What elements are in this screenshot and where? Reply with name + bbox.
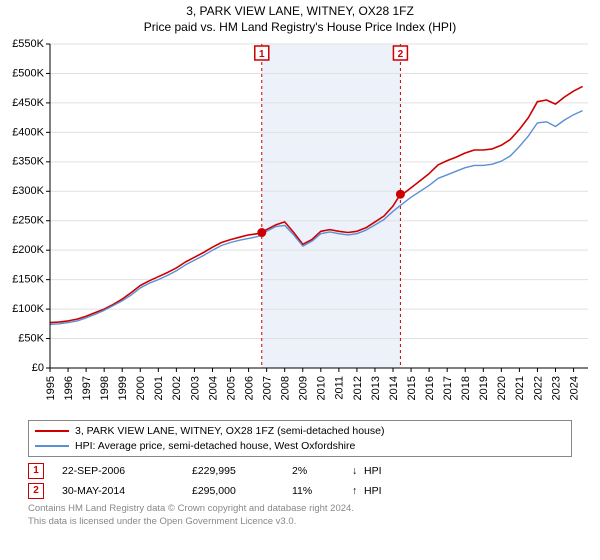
- svg-text:£0: £0: [32, 362, 44, 374]
- svg-text:1995: 1995: [45, 376, 57, 400]
- svg-text:2023: 2023: [550, 376, 562, 400]
- svg-text:2024: 2024: [568, 376, 580, 400]
- svg-text:£450K: £450K: [12, 97, 44, 109]
- legend-label: HPI: Average price, semi-detached house,…: [75, 439, 355, 454]
- legend-swatch: [35, 430, 69, 432]
- svg-text:2014: 2014: [388, 376, 400, 400]
- svg-text:2008: 2008: [280, 376, 292, 400]
- svg-text:£250K: £250K: [12, 215, 44, 227]
- svg-text:£100K: £100K: [12, 303, 44, 315]
- marker-badge: 2: [28, 483, 44, 499]
- svg-text:£550K: £550K: [12, 38, 44, 50]
- legend-swatch: [35, 445, 69, 447]
- svg-text:1999: 1999: [117, 376, 129, 400]
- svg-text:2019: 2019: [478, 376, 490, 400]
- svg-text:2021: 2021: [514, 376, 526, 400]
- chart: £0 £50K £100K £150K £200K £250K £300K £350K £400…: [0, 36, 600, 416]
- legend-item: HPI: Average price, semi-detached house,…: [35, 439, 565, 454]
- page-subtitle: Price paid vs. HM Land Registry's House …: [0, 18, 600, 36]
- legend-label: 3, PARK VIEW LANE, WITNEY, OX28 1FZ (sem…: [75, 424, 384, 439]
- marker-price: £295,000: [192, 485, 292, 497]
- svg-text:2011: 2011: [334, 376, 346, 400]
- marker-row: 2 30-MAY-2014 £295,000 11% ↑ HPI: [28, 483, 572, 499]
- svg-text:2020: 2020: [496, 376, 508, 400]
- svg-text:2004: 2004: [207, 376, 219, 400]
- svg-text:2010: 2010: [316, 376, 328, 400]
- legend: 3, PARK VIEW LANE, WITNEY, OX28 1FZ (sem…: [28, 420, 572, 457]
- footer-line: Contains HM Land Registry data © Crown c…: [28, 503, 572, 515]
- svg-text:1997: 1997: [81, 376, 93, 400]
- svg-text:£50K: £50K: [18, 332, 44, 344]
- svg-text:2009: 2009: [298, 376, 310, 400]
- marker-text: HPI: [364, 465, 382, 477]
- svg-text:1998: 1998: [99, 376, 111, 400]
- svg-text:2006: 2006: [243, 376, 255, 400]
- up-arrow-icon: ↑: [352, 485, 364, 497]
- svg-text:£500K: £500K: [12, 67, 44, 79]
- down-arrow-icon: ↓: [352, 465, 364, 477]
- svg-text:2015: 2015: [406, 376, 418, 400]
- svg-text:£300K: £300K: [12, 185, 44, 197]
- svg-text:2007: 2007: [261, 376, 273, 400]
- svg-text:2022: 2022: [532, 376, 544, 400]
- sale-markers: 1 22-SEP-2006 £229,995 2% ↓ HPI 2 30-MAY…: [28, 463, 572, 499]
- marker-pct: 11%: [292, 485, 352, 497]
- svg-text:2018: 2018: [460, 376, 472, 400]
- svg-text:2012: 2012: [352, 376, 364, 400]
- svg-text:2016: 2016: [424, 376, 436, 400]
- svg-text:1: 1: [259, 49, 265, 60]
- footer: Contains HM Land Registry data © Crown c…: [28, 503, 572, 528]
- page-title: 3, PARK VIEW LANE, WITNEY, OX28 1FZ: [0, 0, 600, 18]
- marker-text: HPI: [364, 485, 382, 497]
- svg-text:2002: 2002: [171, 376, 183, 400]
- legend-item: 3, PARK VIEW LANE, WITNEY, OX28 1FZ (sem…: [35, 424, 565, 439]
- marker-price: £229,995: [192, 465, 292, 477]
- svg-text:£350K: £350K: [12, 156, 44, 168]
- footer-line: This data is licensed under the Open Gov…: [28, 516, 572, 528]
- svg-text:2: 2: [398, 49, 404, 60]
- marker-date: 30-MAY-2014: [62, 485, 192, 497]
- svg-text:2005: 2005: [225, 376, 237, 400]
- marker-date: 22-SEP-2006: [62, 465, 192, 477]
- marker-pct: 2%: [292, 465, 352, 477]
- svg-text:£150K: £150K: [12, 274, 44, 286]
- svg-text:2003: 2003: [189, 376, 201, 400]
- svg-text:£200K: £200K: [12, 244, 44, 256]
- svg-text:1996: 1996: [63, 376, 75, 400]
- svg-text:2017: 2017: [442, 376, 454, 400]
- svg-text:2013: 2013: [370, 376, 382, 400]
- svg-text:2000: 2000: [135, 376, 147, 400]
- svg-text:2001: 2001: [153, 376, 165, 400]
- marker-row: 1 22-SEP-2006 £229,995 2% ↓ HPI: [28, 463, 572, 479]
- marker-badge: 1: [28, 463, 44, 479]
- svg-text:£400K: £400K: [12, 126, 44, 138]
